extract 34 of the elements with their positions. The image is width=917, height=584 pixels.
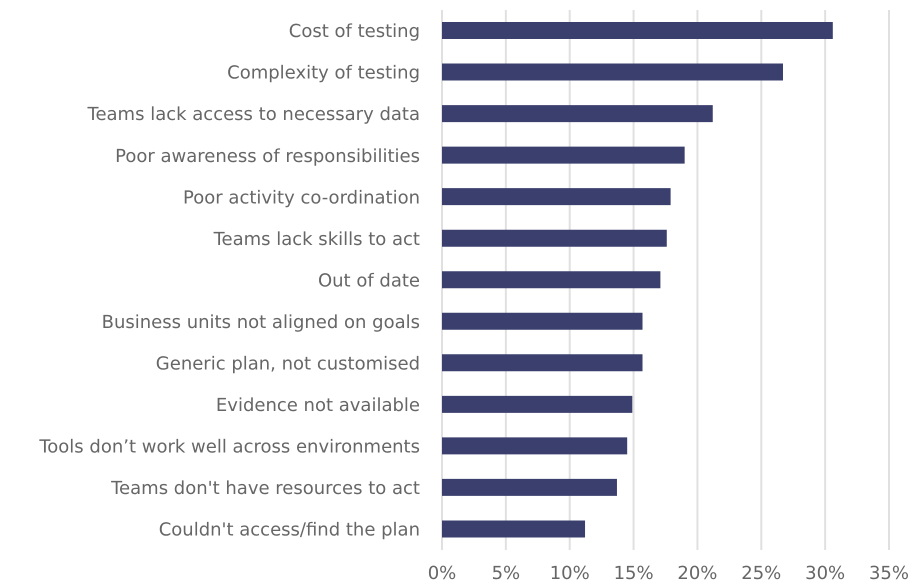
x-tick-label: 30% [805, 562, 846, 584]
y-tick-label: Evidence not available [216, 395, 420, 416]
bar [442, 146, 685, 164]
y-tick-label: Poor activity co-ordination [183, 187, 420, 208]
y-tick-label: Teams lack skills to act [212, 228, 420, 250]
y-tick-label: Teams lack access to necessary data [86, 104, 420, 126]
bar [442, 354, 643, 372]
y-tick-label: Business units not aligned on goals [102, 312, 420, 333]
x-tick-label: 0% [428, 562, 456, 584]
x-tick-label: 20% [677, 562, 718, 584]
y-tick-label: Couldn't access/find the plan [158, 520, 420, 541]
bar [442, 312, 643, 330]
bar [442, 22, 833, 39]
y-tick-label: Out of date [318, 270, 420, 292]
bar [442, 64, 783, 81]
bar [442, 105, 713, 122]
bar [442, 520, 586, 538]
bar [442, 188, 671, 206]
bar [442, 230, 667, 247]
y-tick-label: Generic plan, not customised [156, 353, 420, 374]
x-tick-label: 5% [492, 562, 520, 584]
bar [442, 437, 628, 454]
bar [442, 396, 632, 413]
x-tick-label: 35% [868, 562, 910, 584]
y-tick-label: Tools don’t work well across environments [38, 436, 420, 458]
y-tick-label: Teams don't have resources to act [110, 478, 420, 500]
y-tick-label: Cost of testing [288, 21, 420, 42]
bar [442, 478, 617, 496]
y-tick-label: Complexity of testing [227, 62, 420, 84]
x-tick-label: 15% [614, 562, 654, 584]
y-tick-label: Poor awareness of responsibilities [115, 146, 420, 167]
bar [442, 271, 660, 288]
x-tick-label: 25% [741, 562, 782, 584]
x-tick-label: 10% [550, 562, 590, 584]
